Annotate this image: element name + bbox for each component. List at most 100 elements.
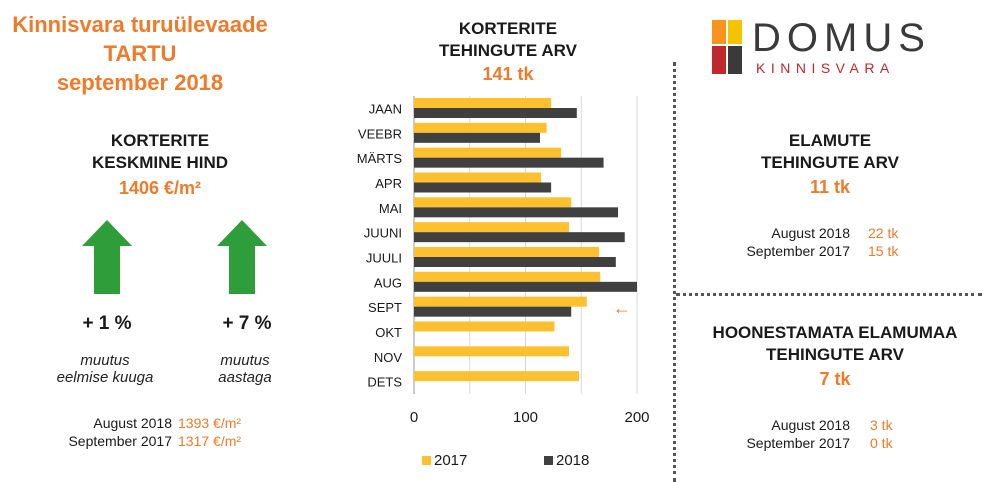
legend-label-2017: 2017 <box>434 452 467 469</box>
bar-2017 <box>414 222 569 233</box>
caption-line: eelmise kuuga <box>56 369 154 386</box>
houses-title-1: ELAMUTE <box>788 131 872 150</box>
bar-2017 <box>414 296 587 307</box>
bar-chart: JAAN VEEBR MÄRTS APR MAI JUUNI JUULI AUG SEPT OKT… <box>357 96 650 469</box>
chart-grid <box>413 96 638 394</box>
houses-compare: August 2018 22 tk September 2017 15 tk <box>690 224 970 260</box>
compare-value: 3 tk <box>870 417 893 433</box>
change-year-caption: muutus aastaga <box>185 352 305 386</box>
bar-2018 <box>414 281 637 292</box>
compare-label: September 2017 <box>746 243 850 259</box>
logo-sub: KINNISVARA <box>756 60 895 76</box>
bar-2017 <box>414 247 600 257</box>
compare-label: September 2017 <box>746 435 850 451</box>
logo-square-yellow <box>728 20 742 44</box>
category-label: JAAN <box>369 101 402 116</box>
legend-swatch-2018 <box>544 456 553 465</box>
legend-label-2018: 2018 <box>556 452 589 469</box>
chart-subtitle: 141 tk <box>482 64 534 84</box>
price-section: KORTERITE KESKMINE HIND 1406 €/m² <box>60 130 260 200</box>
bar-2017 <box>414 98 552 108</box>
x-tick-label: 0 <box>410 409 418 426</box>
chart-title-2: TEHINGUTE ARV <box>439 41 577 60</box>
title-line-2: TARTU <box>103 41 177 66</box>
land-compare: August 2018 3 tk September 2017 0 tk <box>690 416 970 452</box>
price-title-2: KESKMINE HIND <box>91 153 228 172</box>
category-labels: JAAN VEEBR MÄRTS APR MAI JUUNI JUULI AUG SEPT OKT… <box>357 101 403 389</box>
chart-bars <box>414 98 637 382</box>
houses-section: ELAMUTE TEHINGUTE ARV 11 tk <box>690 130 970 199</box>
x-tick-label: 200 <box>624 409 649 426</box>
bar-2017 <box>414 197 572 208</box>
arrow-up-icon-year <box>217 220 267 294</box>
bar-2018 <box>414 182 552 193</box>
arrow-up-shape <box>217 220 267 294</box>
bar-2017 <box>414 172 542 183</box>
category-label: JUULI <box>366 250 402 265</box>
logo-name: DOMUS <box>752 16 931 60</box>
bar-2018 <box>414 207 619 218</box>
logo-square-dark <box>728 46 742 74</box>
bar-2017 <box>414 321 555 332</box>
bar-2017 <box>414 147 562 158</box>
category-label: AUG <box>374 275 402 290</box>
category-label: JUUNI <box>364 226 402 241</box>
category-label: DETS <box>367 375 402 390</box>
compare-value: 1393 €/m² <box>178 415 242 431</box>
price-title-1: KORTERITE <box>110 131 210 150</box>
land-value: 7 tk <box>819 369 851 389</box>
caption-line: muutus <box>80 352 130 369</box>
bar-2018 <box>414 157 604 168</box>
compare-label: September 2017 <box>68 433 172 449</box>
bar-2017 <box>414 371 580 382</box>
chart-header: KORTERITE TEHINGUTE ARV 141 tk <box>408 18 608 86</box>
houses-value: 11 tk <box>809 177 851 197</box>
logo-square-orange <box>712 20 726 44</box>
chart-legend: 2017 2018 <box>422 452 589 469</box>
sept-annotation-arrow: ← <box>613 298 631 318</box>
compare-label: August 2018 <box>771 225 850 241</box>
category-label: MÄRTS <box>357 151 403 166</box>
change-month: + 1 % <box>82 313 132 334</box>
caption-line: aastaga <box>218 369 272 386</box>
category-label: APR <box>375 176 402 191</box>
change-year: + 7 % <box>222 313 272 334</box>
bar-2018 <box>414 108 577 118</box>
caption-line: muutus <box>220 352 270 369</box>
bar-2017 <box>414 271 601 282</box>
compare-label: August 2018 <box>771 417 850 433</box>
bar-2018 <box>414 257 616 267</box>
arrow-up-shape <box>82 220 132 294</box>
page-title: Kinnisvara turuülevaade TARTU september … <box>0 10 280 97</box>
chart-title-1: KORTERITE <box>458 19 558 38</box>
bar-2018 <box>414 132 540 143</box>
price-compare: August 2018 1393 €/m² September 2017 131… <box>60 414 310 450</box>
compare-label: August 2018 <box>93 415 172 431</box>
x-tick-label: 100 <box>513 409 538 426</box>
category-label: VEEBR <box>358 126 402 141</box>
title-line-3: september 2018 <box>56 70 224 95</box>
title-line-1: Kinnisvara turuülevaade <box>12 12 268 37</box>
bar-2017 <box>414 346 569 357</box>
arrow-up-icon-month <box>82 220 132 294</box>
land-title-2: TEHINGUTE ARV <box>766 345 904 364</box>
domus-logo: DOMUS KINNISVARA <box>712 16 972 78</box>
x-tick-labels: 0 100 200 <box>410 409 650 426</box>
price-value: 1406 €/m² <box>118 178 202 198</box>
land-title-1: HOONESTAMATA ELAMUMAA <box>712 323 958 342</box>
bar-2018 <box>414 306 572 317</box>
land-section: HOONESTAMATA ELAMUMAA TEHINGUTE ARV 7 tk <box>680 322 990 391</box>
bar-2017 <box>414 122 547 133</box>
category-label: NOV <box>374 350 403 365</box>
compare-value: 1317 €/m² <box>178 433 242 449</box>
compare-value: 22 tk <box>868 225 899 241</box>
vertical-separator <box>673 62 676 482</box>
logo-square-red <box>712 46 726 74</box>
horizontal-separator <box>676 293 982 296</box>
category-label: MAI <box>379 201 402 216</box>
category-label: OKT <box>375 325 402 340</box>
bar-2018 <box>414 232 625 243</box>
change-month-caption: muutus eelmise kuuga <box>30 352 180 386</box>
legend-swatch-2017 <box>422 456 431 465</box>
houses-title-2: TEHINGUTE ARV <box>761 153 899 172</box>
